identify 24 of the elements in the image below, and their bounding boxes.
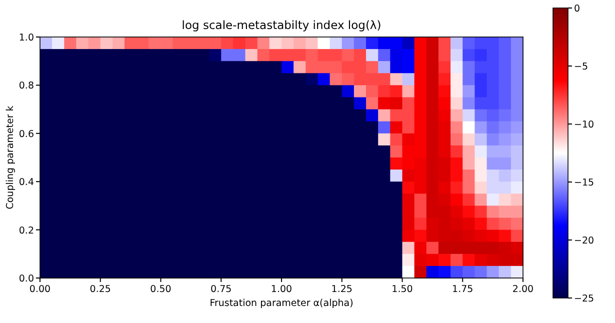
y-tick-label: 0.8 [18, 80, 34, 92]
y-axis-title: Coupling parameter k [5, 105, 16, 210]
color-bar-label: −25 [574, 294, 594, 304]
chart-title: log scale-metastabilty index log(λ) [182, 18, 382, 32]
x-axis-title: Frustation parameter α(alpha) [210, 298, 354, 309]
x-tick-label: 2.00 [512, 284, 534, 295]
y-tick-label: 0.0 [18, 274, 34, 284]
x-tick-label: 0.50 [150, 284, 172, 295]
color-bar-label: −5 [574, 62, 588, 72]
x-tick-label: 1.00 [270, 284, 292, 295]
color-bar-label: −10 [574, 120, 594, 130]
y-tick-label: 1.0 [18, 32, 34, 44]
x-tick-label: 1.25 [331, 284, 352, 295]
x-tick-label: 1.50 [392, 284, 413, 295]
y-tick-label: 0.6 [18, 128, 34, 140]
y-tick-label: 0.2 [18, 225, 34, 236]
x-tick-label: 0.00 [29, 284, 51, 295]
color-bar-label: −15 [574, 178, 594, 188]
x-tick-label: 1.75 [452, 284, 474, 295]
color-bar-label: −20 [574, 236, 594, 246]
x-tick-label: 0.75 [210, 284, 232, 295]
color-bar-label: 0 [574, 4, 580, 14]
y-tick-label: 0.4 [18, 177, 34, 188]
x-tick-label: 0.25 [90, 284, 111, 295]
